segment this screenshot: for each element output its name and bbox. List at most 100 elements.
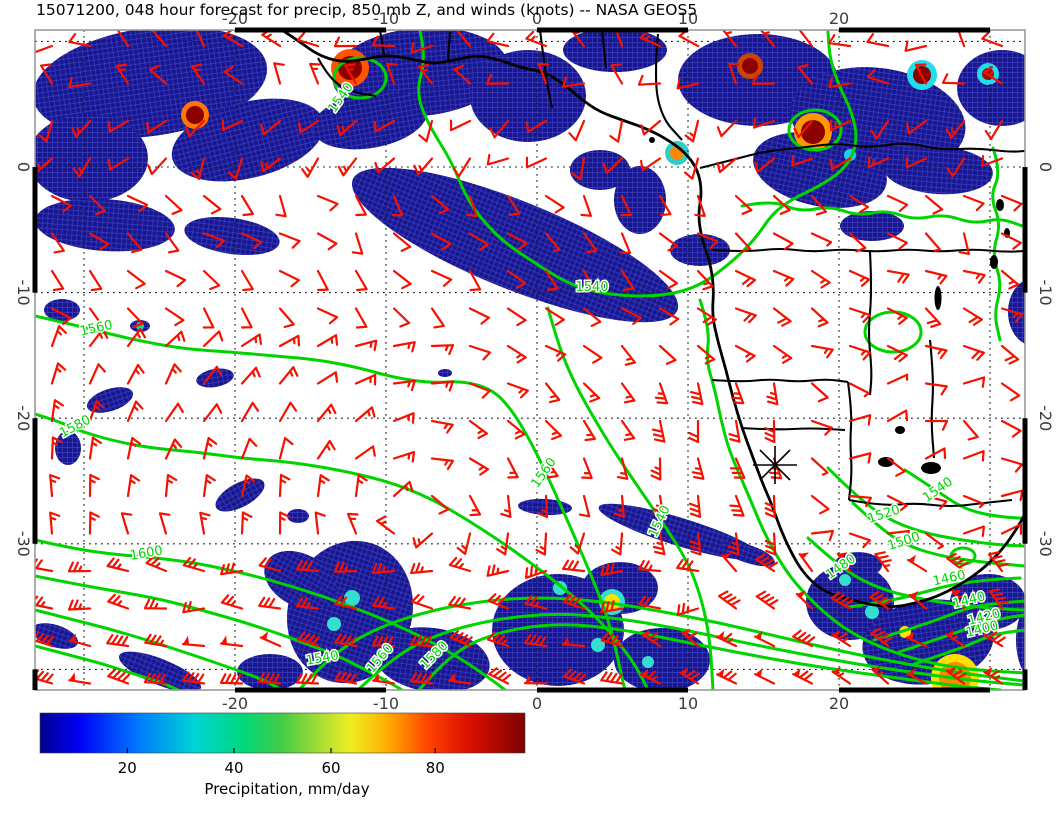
wind-barb	[866, 69, 890, 85]
height-contour	[991, 146, 1002, 342]
wind-barb	[430, 232, 452, 251]
map-frame	[32, 27, 1028, 693]
lon-tick-label-top: -10	[373, 9, 399, 28]
wind-barb	[145, 555, 168, 573]
lat-tick-label-left: 0	[14, 162, 33, 172]
wind-barb	[652, 532, 666, 556]
wind-barb	[848, 382, 870, 398]
station-star-marker	[753, 446, 797, 484]
wind-barb	[38, 119, 54, 143]
wind-barb-pennant	[680, 667, 689, 676]
wind-barb	[506, 344, 527, 364]
precip-shade	[670, 234, 730, 266]
wind-barb	[126, 474, 141, 498]
wind-barb	[716, 119, 738, 138]
wind-barb	[684, 119, 700, 143]
wind-barb	[506, 232, 528, 251]
precip-layer	[35, 30, 1025, 690]
wind-barb	[148, 64, 168, 85]
wind-barb	[202, 307, 215, 329]
wind-barb	[50, 436, 63, 460]
wind-barb	[316, 307, 339, 325]
wind-barb	[50, 325, 67, 348]
lat-tick-label-left: -10	[14, 280, 33, 306]
wind-barb	[68, 33, 92, 48]
lon-tick-label-bottom: -20	[222, 694, 248, 713]
precip-shade	[55, 431, 81, 465]
precip-shade	[374, 627, 490, 690]
lat-tick-label-right: -30	[1036, 531, 1055, 557]
wind-barb	[374, 157, 396, 174]
coastline-layer	[281, 30, 1025, 608]
wind-barb	[797, 63, 814, 85]
wind-barb	[333, 36, 358, 48]
wind-barb	[354, 445, 376, 460]
wind-barb	[107, 668, 131, 685]
wind-barb	[1000, 269, 1020, 290]
wind-barb	[485, 73, 510, 85]
wind-barb	[848, 414, 872, 426]
wind-barb	[982, 628, 1006, 648]
wind-barb	[333, 561, 358, 573]
wind-barb	[506, 194, 521, 216]
wind-barb	[578, 494, 591, 518]
wind-barb-pennant	[642, 629, 651, 638]
wind-barb	[151, 30, 168, 48]
country-border	[711, 247, 1025, 253]
wind-barb	[734, 307, 757, 324]
wind-barb	[886, 529, 910, 537]
wind-barb	[468, 494, 482, 517]
wind-barb	[727, 532, 740, 556]
wind-barb	[240, 307, 253, 329]
wind-barb-pennant	[260, 631, 268, 640]
wind-barb	[35, 558, 54, 573]
colorbar-tick-label: 80	[426, 759, 445, 777]
wind-barb	[764, 494, 776, 519]
precip-shade	[237, 654, 303, 690]
wind-barb	[728, 62, 740, 85]
wind-barb	[907, 558, 928, 573]
wind-barb	[962, 525, 985, 537]
wind-barb	[734, 269, 757, 288]
wind-barb	[202, 330, 224, 348]
wind-barb	[126, 436, 141, 460]
wind-barb	[316, 439, 336, 460]
wind-barb	[126, 269, 146, 290]
wind-barb	[924, 344, 948, 360]
wind-barb	[164, 474, 178, 498]
precip-shade	[35, 114, 148, 202]
wind-barb	[126, 307, 144, 328]
lake	[895, 426, 905, 434]
wind-barb	[67, 561, 92, 573]
wind-barb	[734, 344, 756, 363]
wind-barb	[334, 633, 358, 648]
wind-barb	[68, 76, 92, 89]
wind-barb	[721, 30, 738, 48]
wind-barb-pennant	[221, 635, 228, 645]
wind-barb	[946, 552, 969, 573]
precip-core	[801, 120, 825, 144]
wind-barb	[190, 63, 206, 85]
wind-barb-pennant	[69, 633, 76, 642]
wind-barb	[962, 194, 985, 212]
wind-barb	[810, 194, 827, 216]
height-contour	[872, 599, 1025, 642]
wind-barb	[650, 457, 662, 481]
axis-labels: -20 -20 -10 -10 0 0 10 10 20 20 0 0 -10 -10 -20 -20 -30 -…	[14, 9, 1055, 713]
wind-barb	[106, 557, 130, 573]
wind-barb	[351, 232, 364, 255]
wind-barb	[260, 157, 282, 173]
wind-barb	[182, 601, 206, 614]
wind-barb	[468, 419, 488, 440]
wind-barb	[792, 670, 814, 685]
lon-tick-label-top: -20	[222, 9, 248, 28]
wind-barb	[524, 595, 548, 610]
lon-tick-label-top: 20	[829, 9, 849, 28]
wind-barb	[544, 194, 565, 214]
wind-barb-pennant	[907, 667, 915, 677]
wind-barb	[273, 62, 285, 85]
precip-core	[839, 574, 851, 586]
wind-barb	[696, 232, 719, 249]
wind-barb	[1000, 457, 1024, 473]
wind-barb	[391, 194, 404, 217]
